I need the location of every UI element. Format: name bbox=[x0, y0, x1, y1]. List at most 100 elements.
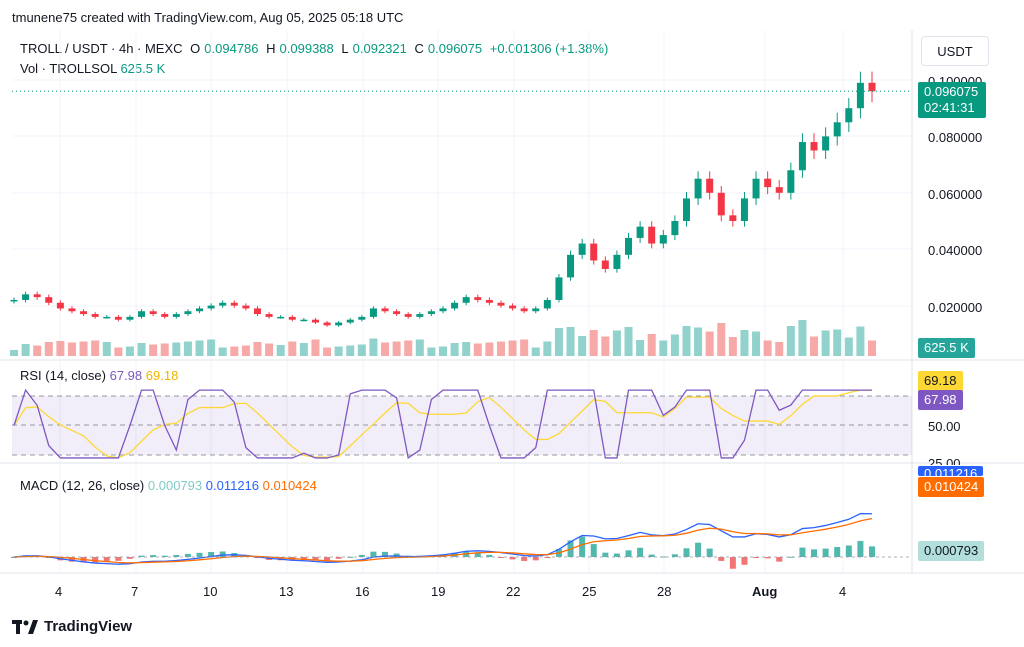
volume-tag: 625.5 K bbox=[918, 338, 975, 358]
volume-bar bbox=[531, 347, 540, 356]
candle-body bbox=[462, 297, 470, 303]
macd-histogram-bar bbox=[590, 544, 597, 557]
macd-histogram-bar bbox=[497, 557, 504, 558]
volume-bar bbox=[392, 341, 401, 356]
volume-bar bbox=[114, 347, 123, 356]
macd-histogram-bar bbox=[382, 551, 389, 557]
candle-body bbox=[485, 299, 493, 303]
macd-histogram-bar bbox=[787, 556, 794, 558]
candle-body bbox=[659, 235, 667, 244]
candle-body bbox=[114, 316, 122, 320]
candle-body bbox=[497, 302, 505, 306]
macd-line bbox=[13, 513, 873, 565]
time-tick: 25 bbox=[582, 584, 597, 599]
macd-label[interactable]: MACD (12, 26, close) bbox=[20, 478, 145, 493]
volume-bar bbox=[496, 341, 505, 356]
volume-bar bbox=[439, 346, 447, 356]
symbol-label[interactable]: TROLL / USDT · 4h · MEXC bbox=[20, 41, 183, 56]
macd-histogram-bar bbox=[648, 554, 655, 557]
macd-histogram-bar bbox=[579, 536, 586, 557]
macd-histogram-bar bbox=[776, 557, 783, 562]
macd-histogram-bar bbox=[857, 540, 864, 557]
volume-bar bbox=[798, 320, 807, 356]
volume-bar bbox=[276, 345, 285, 356]
candle-body bbox=[682, 198, 690, 221]
price-tick: 0.060000 bbox=[928, 187, 983, 202]
rsi-value: 67.98 bbox=[109, 368, 143, 383]
macd-histogram-bar bbox=[706, 548, 713, 557]
candle-body bbox=[648, 226, 656, 244]
macd-histogram-bar bbox=[208, 552, 215, 557]
currency-button[interactable]: USDT bbox=[921, 36, 989, 66]
volume-bar bbox=[44, 342, 53, 356]
candle-body bbox=[230, 302, 238, 306]
time-tick: 4 bbox=[839, 584, 847, 599]
macd-signal-tag: 0.010424 bbox=[918, 477, 985, 497]
bar-countdown: 02:41:31 bbox=[924, 100, 975, 115]
candle-body bbox=[288, 316, 296, 320]
candle-body bbox=[404, 314, 412, 317]
time-tick: 13 bbox=[279, 584, 294, 599]
macd-hist-tag: 0.000793 bbox=[918, 541, 985, 561]
candle-body bbox=[300, 319, 308, 322]
volume-bar bbox=[636, 340, 645, 356]
candle-body bbox=[509, 305, 517, 309]
close-value: 0.096075 bbox=[427, 41, 483, 56]
volume-bar bbox=[218, 347, 227, 356]
volume-bar bbox=[241, 345, 250, 356]
volume-bar bbox=[728, 337, 737, 356]
macd-histogram-bar bbox=[474, 552, 481, 557]
volume-bar bbox=[694, 327, 703, 356]
time-tick-month: Aug bbox=[752, 584, 778, 599]
volume-bar bbox=[682, 326, 691, 356]
candle-body bbox=[822, 136, 830, 151]
macd-histogram-bar bbox=[103, 557, 110, 562]
volume-bar bbox=[369, 338, 378, 356]
candle-body bbox=[856, 82, 864, 109]
volume-label[interactable]: Vol · TROLLSOL bbox=[20, 61, 117, 76]
volume-bar bbox=[299, 343, 308, 356]
volume-bar bbox=[566, 327, 575, 356]
macd-histogram-bar bbox=[834, 547, 841, 557]
volume-bar bbox=[415, 339, 424, 356]
macd-histogram-bar bbox=[718, 557, 725, 561]
candle-body bbox=[706, 178, 714, 193]
candle-body bbox=[787, 170, 795, 193]
candle-body bbox=[68, 308, 76, 312]
macd-histogram-bar bbox=[671, 554, 678, 557]
candle-body bbox=[694, 178, 702, 199]
candle-body bbox=[590, 243, 598, 261]
macd-histogram-bar bbox=[161, 555, 168, 557]
rsi-label[interactable]: RSI (14, close) bbox=[20, 368, 106, 383]
volume-bar bbox=[230, 346, 239, 356]
time-tick: 19 bbox=[431, 584, 446, 599]
volume-bar bbox=[786, 326, 795, 356]
candle-body bbox=[381, 308, 389, 312]
volume-bar bbox=[450, 343, 459, 356]
change-value: +0.001306 (+1.38%) bbox=[489, 41, 609, 56]
macd-histogram-bar bbox=[741, 557, 748, 565]
candle-body bbox=[729, 215, 737, 221]
volume-bar bbox=[647, 334, 656, 356]
candle-body bbox=[567, 254, 575, 278]
volume-bar bbox=[125, 346, 134, 356]
candle-body bbox=[323, 322, 331, 326]
macd-signal-value: 0.010424 bbox=[262, 478, 317, 493]
macd-histogram-bar bbox=[683, 548, 690, 557]
macd-histogram-bar bbox=[845, 545, 852, 557]
volume-bar bbox=[589, 330, 598, 356]
macd-line-value: 0.011216 bbox=[205, 478, 260, 493]
macd-histogram-bar bbox=[625, 550, 632, 557]
volume-value: 625.5 K bbox=[120, 61, 166, 76]
volume-bar bbox=[868, 340, 876, 356]
volume-bar bbox=[346, 345, 355, 356]
macd-histogram-bar bbox=[811, 549, 818, 557]
tradingview-logo[interactable]: TradingView bbox=[12, 618, 132, 635]
macd-histogram-bar bbox=[196, 552, 203, 557]
macd-histogram-bar bbox=[602, 552, 609, 557]
volume-bar bbox=[601, 336, 610, 356]
candle-body bbox=[56, 302, 64, 309]
rsi-tick: 25.00 bbox=[928, 456, 961, 465]
macd-histogram-bar bbox=[370, 551, 377, 557]
